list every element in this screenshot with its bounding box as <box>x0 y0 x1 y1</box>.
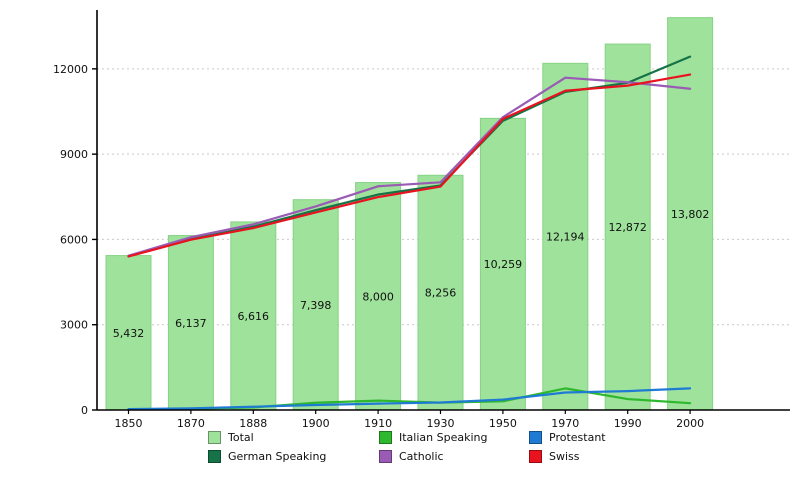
total-bar <box>542 62 589 411</box>
x-tick-label: 1870 <box>177 417 205 430</box>
line-swiss <box>127 73 692 258</box>
bar-value-label: 12,872 <box>608 221 647 234</box>
y-tick-label: 6000 <box>60 233 88 246</box>
x-tick-label: 1888 <box>239 417 267 430</box>
line-catholic <box>127 76 692 257</box>
x-tick-label: 1970 <box>551 417 579 430</box>
total-bar <box>292 199 339 411</box>
legend-item-swiss: Swiss <box>529 449 679 464</box>
legend-item-total: Total <box>208 430 379 445</box>
legend-label: Catholic <box>399 450 444 463</box>
legend-label: Swiss <box>549 450 580 463</box>
total-bar <box>479 117 526 411</box>
bar-value-label: 6,137 <box>175 317 207 330</box>
legend-label: Italian Speaking <box>399 431 488 444</box>
bar-value-label: 8,256 <box>425 287 457 300</box>
x-tick-label: 1900 <box>302 417 330 430</box>
total-bar <box>355 182 402 411</box>
legend-swatch <box>208 450 221 463</box>
total-bar <box>604 43 651 411</box>
y-tick-label: 12000 <box>53 63 88 76</box>
x-tick-label: 2000 <box>676 417 704 430</box>
legend-swatch <box>529 431 542 444</box>
y-tick-label: 9000 <box>60 148 88 161</box>
y-tick-label: 0 <box>81 404 88 417</box>
y-tick-label: 3000 <box>60 319 88 332</box>
total-bar <box>230 221 277 411</box>
legend-item-protestant: Protestant <box>529 430 679 445</box>
bar-value-label: 10,259 <box>484 258 523 271</box>
legend-swatch <box>529 450 542 463</box>
legend-label: Total <box>228 431 254 444</box>
legend-swatch <box>208 431 221 444</box>
bar-value-label: 6,616 <box>238 310 270 323</box>
legend-swatch <box>379 431 392 444</box>
bar-value-label: 13,802 <box>671 208 710 221</box>
total-bar <box>417 174 464 411</box>
legend-label: German Speaking <box>228 450 327 463</box>
legend-label: Protestant <box>549 431 606 444</box>
legend-swatch <box>379 450 392 463</box>
legend-item-italian-speaking: Italian Speaking <box>379 430 529 445</box>
x-tick-label: 1950 <box>489 417 517 430</box>
bar-value-label: 5,432 <box>113 327 145 340</box>
legend-item-german-speaking: German Speaking <box>208 449 379 464</box>
legend-item-catholic: Catholic <box>379 449 529 464</box>
bar-value-label: 7,398 <box>300 299 332 312</box>
x-tick-label: 1850 <box>115 417 143 430</box>
bar-value-label: 12,194 <box>546 231 585 244</box>
x-tick-label: 1990 <box>614 417 642 430</box>
line-protestant <box>127 387 692 411</box>
chart-legend: Total Italian Speaking Protestant German Sp… <box>208 430 679 464</box>
x-tick-label: 1930 <box>427 417 455 430</box>
total-bar <box>105 255 152 411</box>
bar-value-label: 8,000 <box>362 290 394 303</box>
x-tick-label: 1910 <box>364 417 392 430</box>
